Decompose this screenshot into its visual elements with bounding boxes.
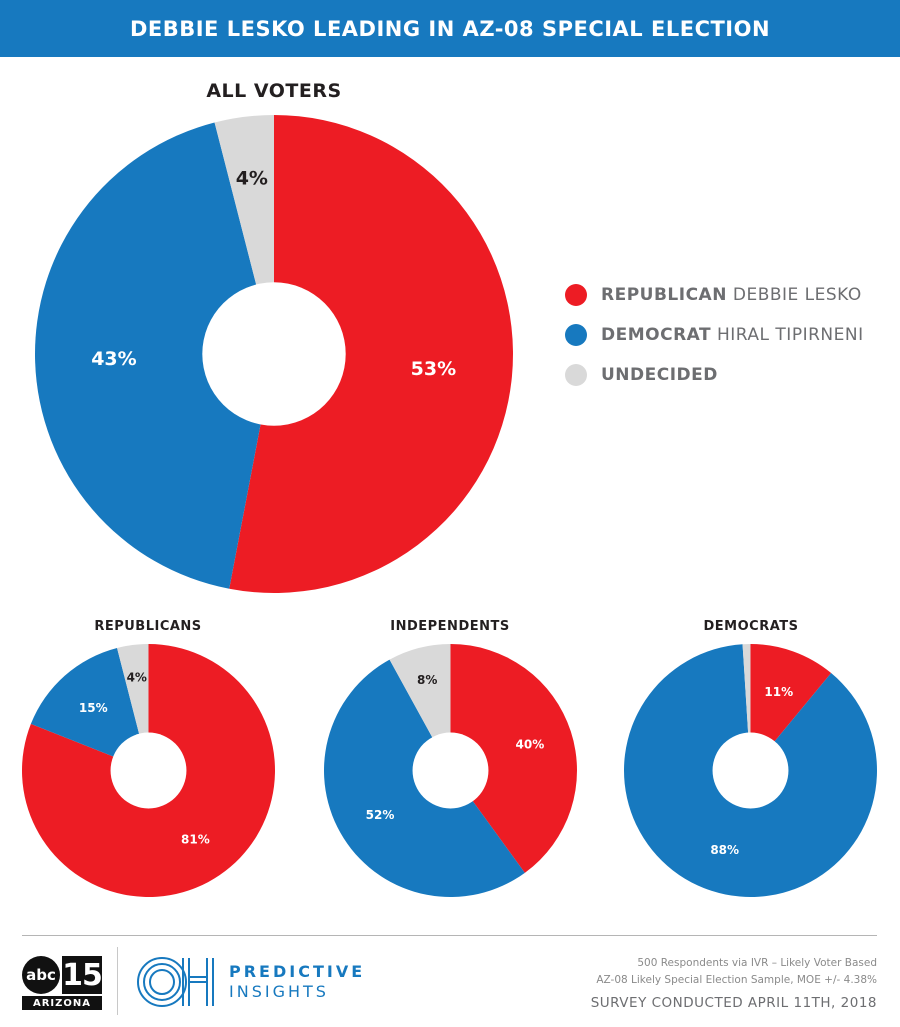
slice-label-republican-debbie-lesko: 40% — [516, 738, 545, 752]
abc-region-label: ARIZONA — [22, 996, 102, 1010]
chart-title-independents: INDEPENDENTS — [390, 619, 510, 634]
methodology-notes: 500 Respondents via IVR – Likely Voter B… — [596, 955, 877, 989]
legend-swatch-republican — [565, 284, 587, 306]
legend-item-democrat: DEMOCRAT HIRAL TIPIRNENI — [565, 322, 864, 348]
page-title: DEBBIE LESKO LEADING IN AZ-08 SPECIAL EL… — [129, 16, 771, 41]
note-line-2: AZ-08 Likely Special Election Sample, MO… — [596, 974, 877, 986]
legend-swatch-democrat — [565, 324, 587, 346]
footer-divider — [22, 935, 877, 936]
chart-title-democrats: DEMOCRATS — [703, 619, 799, 634]
legend-party-label: DEMOCRAT — [601, 325, 712, 345]
slice-label-republican-debbie-lesko: 11% — [764, 685, 793, 699]
donut-hole — [202, 282, 346, 426]
donut-chart-democrats: 11% 88% — [624, 644, 877, 897]
chart-title-republicans: REPUBLICANS — [94, 619, 202, 634]
note-line-1: 500 Respondents via IVR – Likely Voter B… — [637, 957, 877, 969]
brand-line-2: INSIGHTS — [229, 982, 329, 1001]
pie-slice-republican-debbie-lesko — [450, 644, 577, 873]
legend-party-label: UNDECIDED — [601, 365, 718, 385]
legend-item-republican: REPUBLICAN DEBBIE LESKO — [565, 282, 864, 308]
abc-logo-mark: abc — [22, 956, 60, 994]
legend-candidate-label: HIRAL TIPIRNENI — [717, 325, 864, 345]
survey-date: SURVEY CONDUCTED APRIL 11TH, 2018 — [590, 995, 877, 1011]
legend-item-undecided: UNDECIDED — [565, 362, 864, 388]
header-banner: DEBBIE LESKO LEADING IN AZ-08 SPECIAL EL… — [0, 0, 900, 57]
legend-swatch-undecided — [565, 364, 587, 386]
slice-label-democrat-hiral-tipirneni: 15% — [79, 701, 108, 715]
brand-line-1: PREDICTIVE — [229, 962, 366, 981]
donut-hole — [412, 732, 489, 809]
legend: REPUBLICAN DEBBIE LESKO DEMOCRAT HIRAL T… — [565, 282, 864, 402]
pie-slice-democrat-hiral-tipirneni — [30, 647, 149, 771]
slice-label-democrat-hiral-tipirneni: 43% — [91, 348, 136, 370]
legend-party-label: REPUBLICAN — [601, 285, 727, 305]
slice-label-undecided: 4% — [236, 168, 268, 190]
donut-chart-republicans: 81% 15% 4% — [22, 644, 275, 897]
slice-label-democrat-hiral-tipirneni: 88% — [710, 843, 739, 857]
slice-label-undecided: 4% — [127, 671, 147, 685]
slice-label-democrat-hiral-tipirneni: 52% — [366, 808, 395, 822]
abc-channel-number: 15 — [62, 956, 103, 994]
predictive-insights-wordmark: PREDICTIVE INSIGHTS — [229, 962, 365, 1002]
donut-hole — [110, 732, 187, 809]
slice-label-republican-debbie-lesko: 81% — [181, 833, 210, 847]
oh-predictive-insights-logo — [137, 957, 214, 1007]
slice-label-undecided: 8% — [417, 673, 437, 687]
abc15-arizona-logo: abc 15 ARIZONA — [22, 956, 103, 1010]
slice-label-republican-debbie-lesko: 53% — [411, 358, 456, 380]
donut-hole — [712, 732, 789, 809]
donut-chart-all-voters: 53% 43% 4% — [34, 115, 513, 593]
pie-slice-democrat-hiral-tipirneni — [34, 122, 274, 589]
pie-slice-republican-debbie-lesko — [229, 115, 513, 593]
chart-title-all-voters: ALL VOTERS — [206, 80, 342, 102]
legend-candidate-label: DEBBIE LESKO — [732, 285, 862, 305]
logo-divider — [117, 947, 118, 1015]
donut-chart-independents: 40% 52% 8% — [324, 644, 577, 897]
